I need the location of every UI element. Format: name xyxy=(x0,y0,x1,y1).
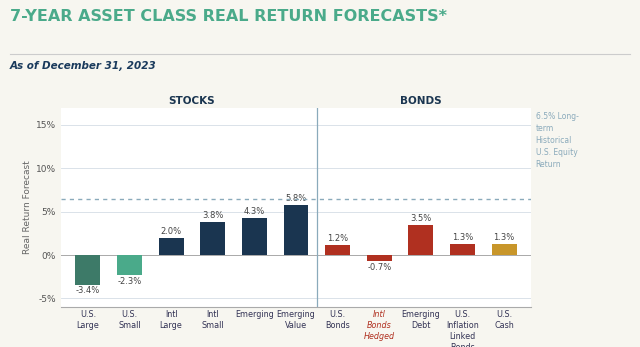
Bar xyxy=(242,218,267,255)
Bar xyxy=(117,255,142,275)
Bar xyxy=(367,255,392,261)
Text: -0.7%: -0.7% xyxy=(367,263,392,272)
Text: STOCKS: STOCKS xyxy=(168,96,215,106)
Bar xyxy=(408,225,433,255)
Bar xyxy=(450,244,475,255)
Bar xyxy=(159,238,184,255)
Text: 2.0%: 2.0% xyxy=(161,227,182,236)
Y-axis label: Real Return Forecast: Real Return Forecast xyxy=(22,160,31,254)
Text: -2.3%: -2.3% xyxy=(117,277,141,286)
Text: As of December 31, 2023: As of December 31, 2023 xyxy=(10,61,156,71)
Bar xyxy=(492,244,516,255)
Text: BONDS: BONDS xyxy=(400,96,442,106)
Bar xyxy=(284,205,308,255)
Text: 6.5% Long-
term
Historical
U.S. Equity
Return: 6.5% Long- term Historical U.S. Equity R… xyxy=(536,112,579,169)
Text: 5.8%: 5.8% xyxy=(285,194,307,203)
Bar xyxy=(76,255,100,285)
Text: 3.8%: 3.8% xyxy=(202,211,223,220)
Text: 3.5%: 3.5% xyxy=(410,214,431,223)
Text: 1.2%: 1.2% xyxy=(327,234,348,243)
Text: 1.3%: 1.3% xyxy=(452,233,473,242)
Text: -3.4%: -3.4% xyxy=(76,287,100,295)
Bar xyxy=(200,222,225,255)
Bar xyxy=(325,245,350,255)
Text: 4.3%: 4.3% xyxy=(244,207,265,216)
Text: 1.3%: 1.3% xyxy=(493,233,515,242)
Text: 7-YEAR ASSET CLASS REAL RETURN FORECASTS*: 7-YEAR ASSET CLASS REAL RETURN FORECASTS… xyxy=(10,9,447,24)
